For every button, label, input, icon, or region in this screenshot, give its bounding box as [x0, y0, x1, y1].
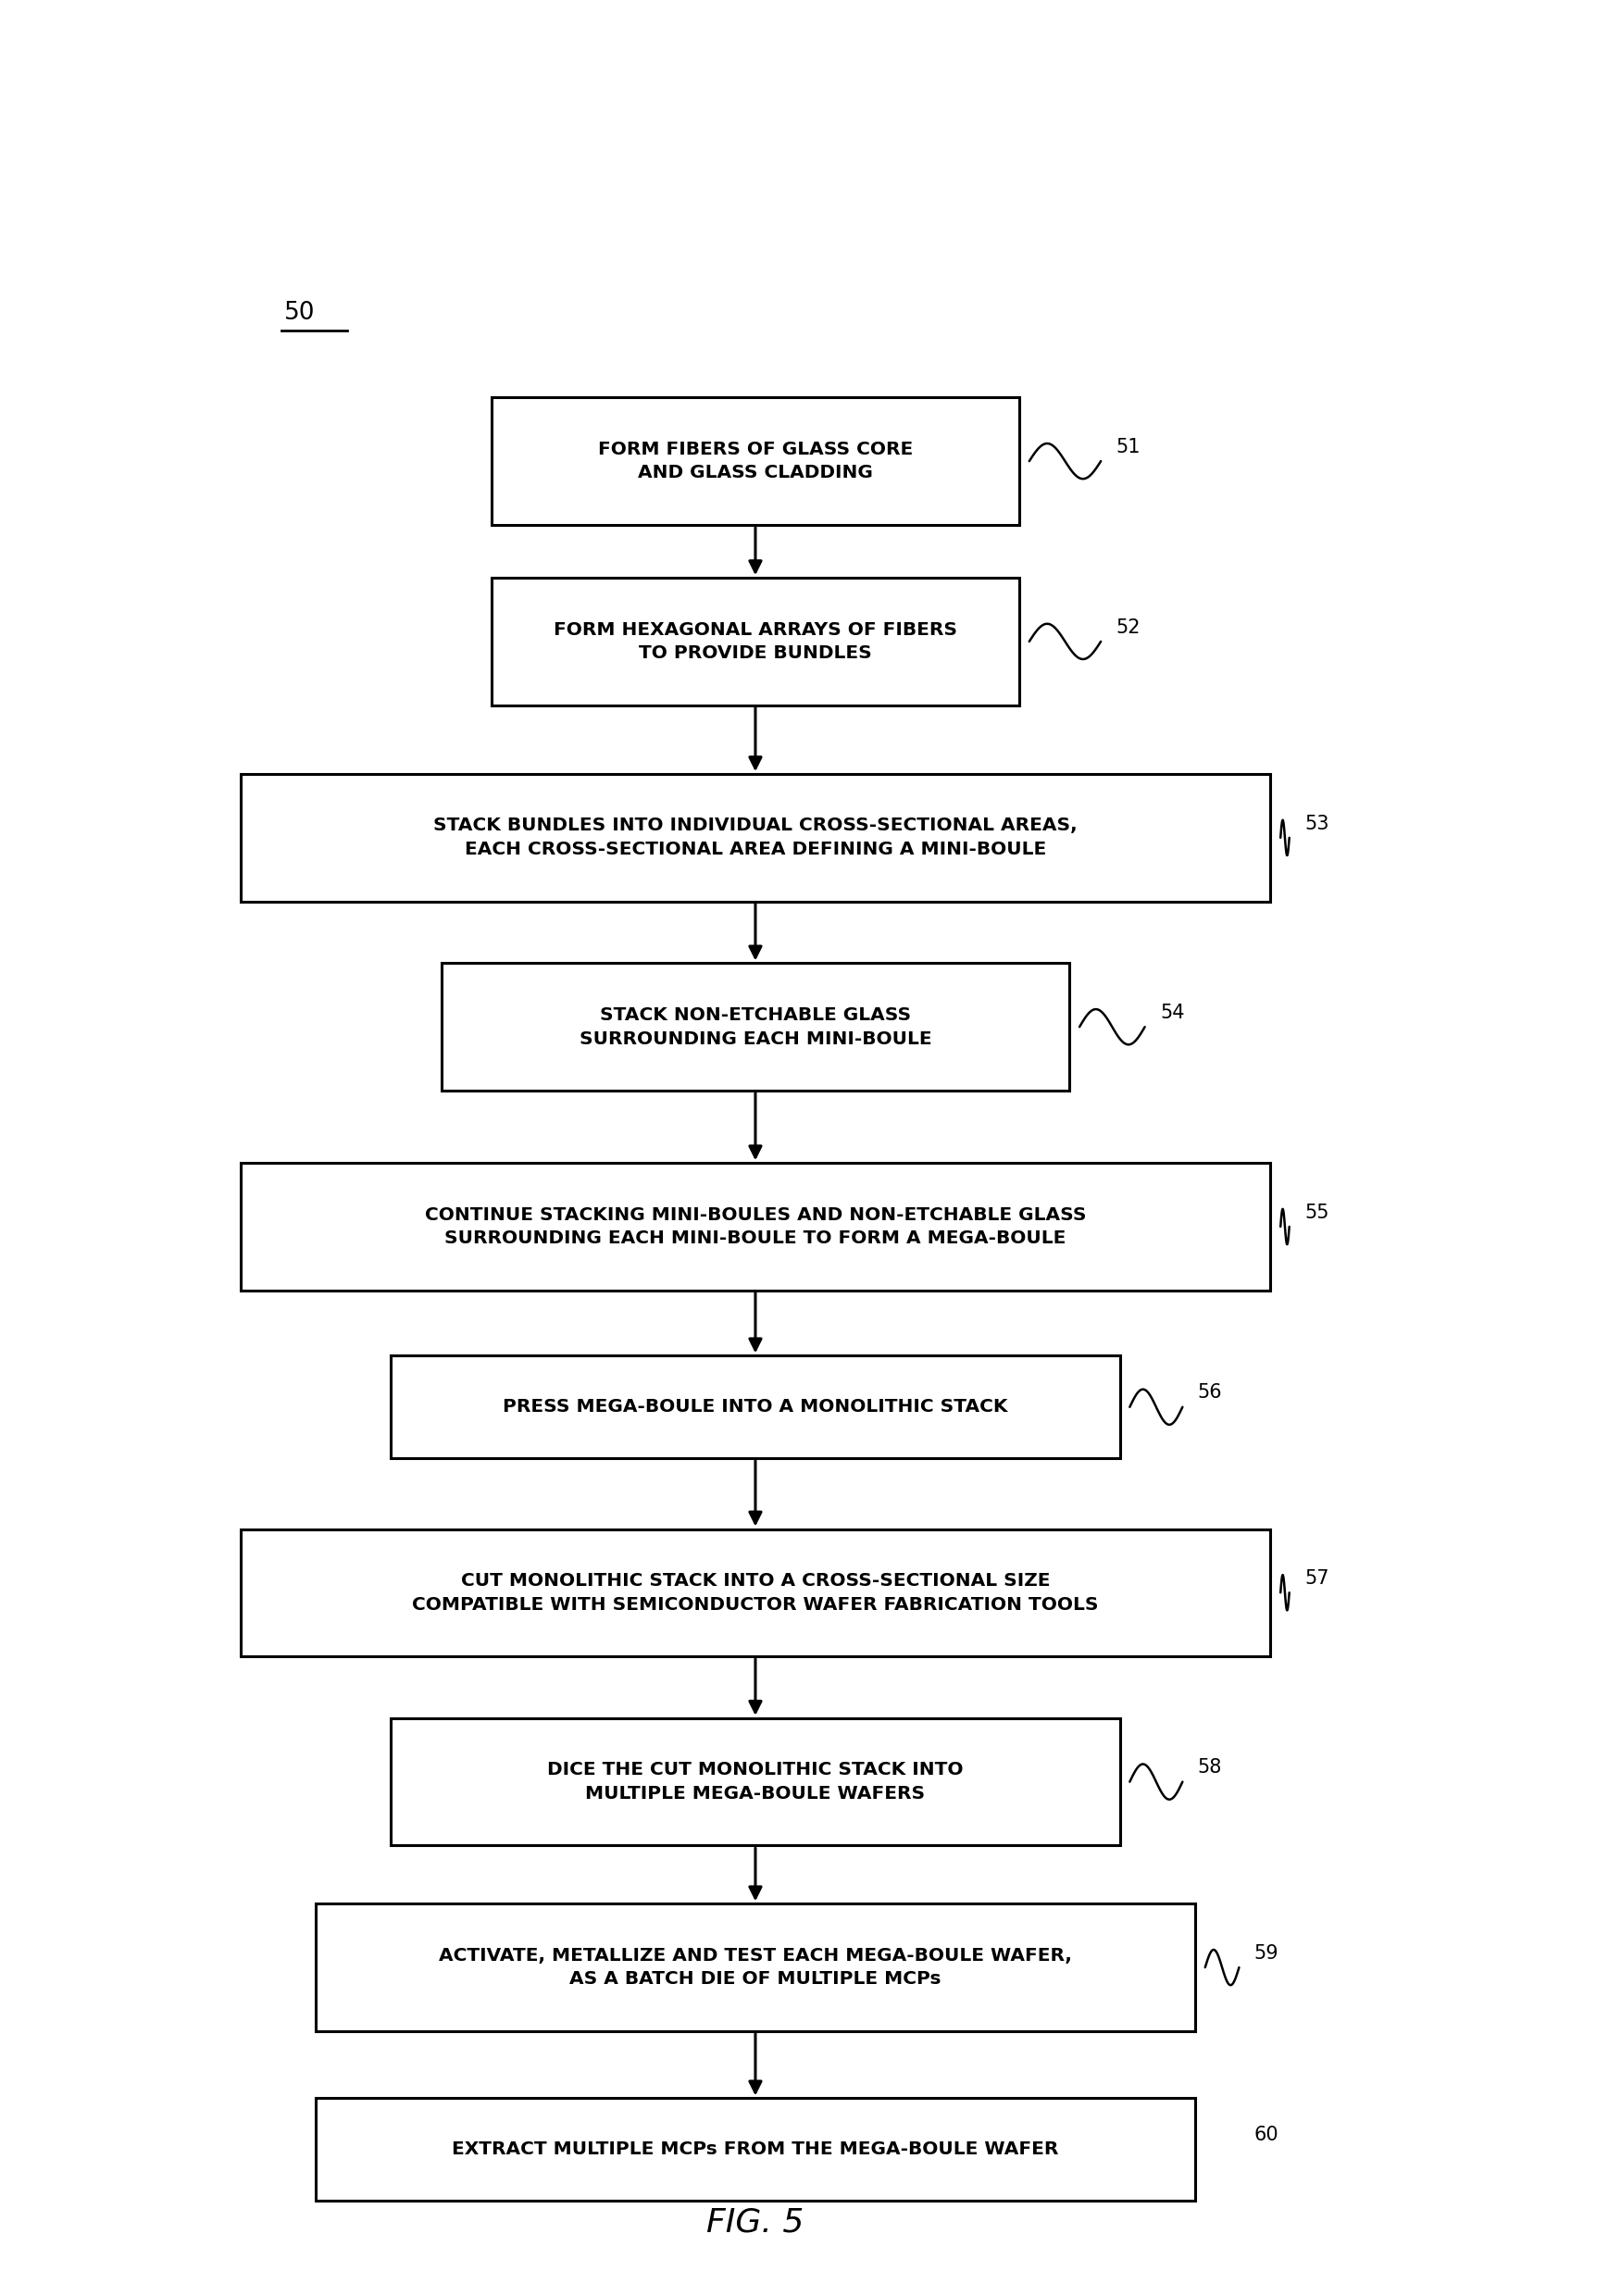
Bar	[240, 774, 1271, 902]
Bar	[316, 2099, 1195, 2202]
Text: 58: 58	[1198, 1759, 1222, 1777]
Bar	[391, 1355, 1120, 1458]
Bar	[391, 1717, 1120, 1846]
Bar	[240, 1529, 1271, 1655]
Text: CONTINUE STACKING MINI-BOULES AND NON-ETCHABLE GLASS
SURROUNDING EACH MINI-BOULE: CONTINUE STACKING MINI-BOULES AND NON-ET…	[425, 1205, 1086, 1247]
Text: 54: 54	[1161, 1003, 1185, 1022]
Text: ACTIVATE, METALLIZE AND TEST EACH MEGA-BOULE WAFER,
AS A BATCH DIE OF MULTIPLE M: ACTIVATE, METALLIZE AND TEST EACH MEGA-B…	[439, 1947, 1071, 1988]
Text: 52: 52	[1115, 618, 1141, 636]
Text: EXTRACT MULTIPLE MCPs FROM THE MEGA-BOULE WAFER: EXTRACT MULTIPLE MCPs FROM THE MEGA-BOUL…	[452, 2140, 1059, 2158]
Text: STACK NON-ETCHABLE GLASS
SURROUNDING EACH MINI-BOULE: STACK NON-ETCHABLE GLASS SURROUNDING EAC…	[579, 1006, 932, 1047]
Text: STACK BUNDLES INTO INDIVIDUAL CROSS-SECTIONAL AREAS,
EACH CROSS-SECTIONAL AREA D: STACK BUNDLES INTO INDIVIDUAL CROSS-SECT…	[433, 817, 1078, 859]
Bar	[491, 579, 1020, 705]
Text: FORM HEXAGONAL ARRAYS OF FIBERS
TO PROVIDE BUNDLES: FORM HEXAGONAL ARRAYS OF FIBERS TO PROVI…	[553, 620, 958, 661]
Text: 59: 59	[1255, 1945, 1279, 1963]
Text: 55: 55	[1305, 1203, 1329, 1221]
Text: CUT MONOLITHIC STACK INTO A CROSS-SECTIONAL SIZE
COMPATIBLE WITH SEMICONDUCTOR W: CUT MONOLITHIC STACK INTO A CROSS-SECTIO…	[412, 1573, 1099, 1614]
Text: 60: 60	[1255, 2126, 1279, 2144]
Text: DICE THE CUT MONOLITHIC STACK INTO
MULTIPLE MEGA-BOULE WAFERS: DICE THE CUT MONOLITHIC STACK INTO MULTI…	[548, 1761, 963, 1802]
Bar	[240, 1164, 1271, 1290]
Text: PRESS MEGA-BOULE INTO A MONOLITHIC STACK: PRESS MEGA-BOULE INTO A MONOLITHIC STACK	[503, 1398, 1008, 1417]
Bar	[316, 1903, 1195, 2032]
Text: 53: 53	[1305, 815, 1329, 833]
Text: FORM FIBERS OF GLASS CORE
AND GLASS CLADDING: FORM FIBERS OF GLASS CORE AND GLASS CLAD…	[598, 441, 913, 482]
Text: 51: 51	[1115, 439, 1141, 457]
Text: 57: 57	[1305, 1568, 1329, 1589]
Bar	[491, 397, 1020, 526]
Bar	[441, 964, 1070, 1091]
Text: FIG. 5: FIG. 5	[707, 2206, 804, 2239]
Text: 50: 50	[284, 301, 316, 326]
Text: 56: 56	[1198, 1384, 1222, 1403]
